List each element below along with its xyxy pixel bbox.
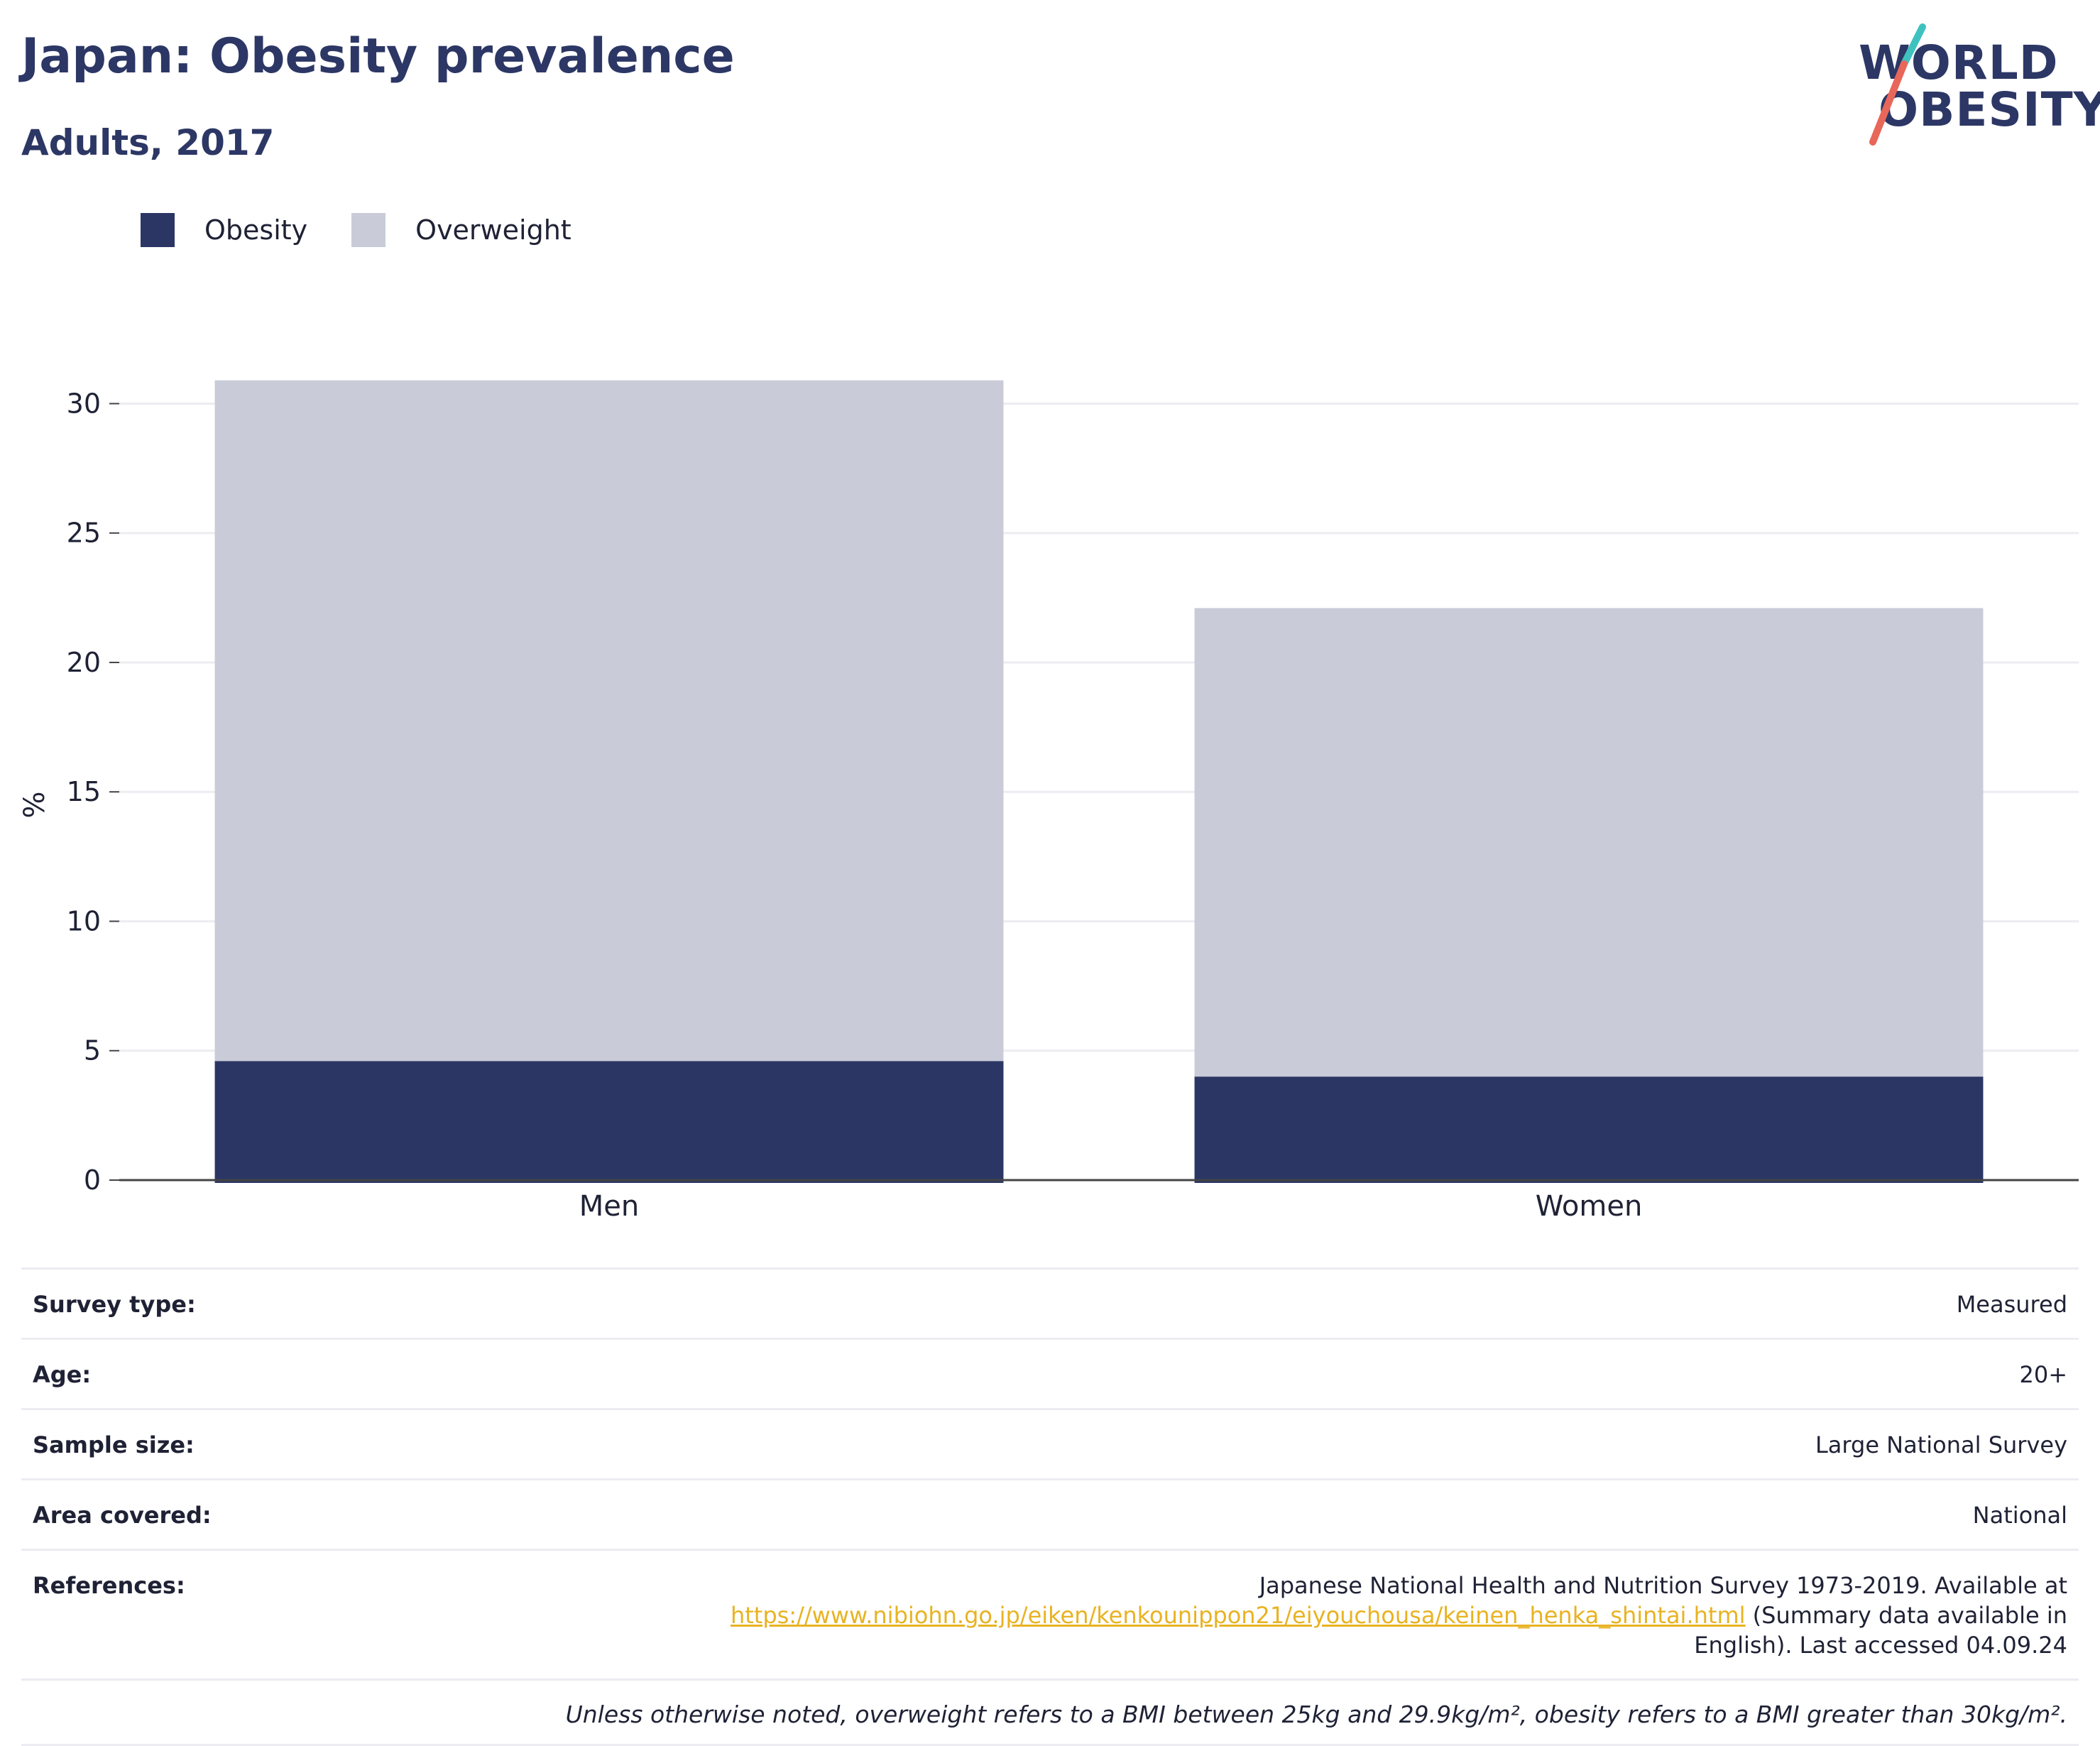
y-axis-label: % [18,791,51,818]
legend-swatch-overweight [351,213,386,247]
y-tick-label: 5 [84,1035,101,1066]
info-value: Measured [1956,1291,2067,1318]
y-tick-label: 30 [67,388,101,419]
info-label: References: [33,1572,185,1599]
y-tick-label: 10 [67,905,101,937]
legend-label-obesity: Obesity [204,214,308,246]
info-row-survey-type: Survey type: Measured [21,1270,2079,1340]
bmi-definition-note: Unless otherwise noted, overweight refer… [21,1681,2079,1746]
bar-chart: 0 5 10 15 20 25 30% Men Women [18,380,2079,1223]
bar-obesity-women [1194,1076,1984,1183]
legend-label-overweight: Overweight [415,214,572,246]
chart-legend: Obesity Overweight [141,210,616,250]
logo-line-1: WORLD [1859,36,2059,90]
references-link[interactable]: https://www.nibiohn.go.jp/eiken/kenkouni… [730,1602,1746,1629]
legend-item-obesity: Obesity [141,213,307,247]
info-value: 20+ [2019,1361,2067,1388]
logo-line-2: OBESITY [1878,82,2100,137]
info-row-age: Age: 20+ [21,1340,2079,1410]
world-obesity-logo: WORLD OBESITY [1846,21,2100,149]
info-row-area-covered: Area covered: National [21,1480,2079,1551]
logo-slash-icon [1869,23,1926,146]
y-tick-label: 25 [67,518,101,549]
info-value: National [1972,1502,2067,1529]
legend-item-overweight: Overweight [351,213,572,247]
y-tick-label: 15 [67,776,101,807]
legend-swatch-obesity [141,213,175,247]
bar-overweight-women [1194,608,1984,1077]
chart-title: Japan: Obesity prevalence [21,28,735,84]
references-value: Japanese National Health and Nutrition S… [647,1571,2067,1660]
info-label: Survey type: [33,1291,196,1318]
info-label: Age: [33,1361,92,1388]
bar-obesity-men [214,1061,1004,1183]
x-tick-label: Men [579,1190,639,1223]
references-text: Japanese National Health and Nutrition S… [1259,1572,2067,1599]
y-tick-label: 0 [84,1164,101,1196]
info-label: Area covered: [33,1502,212,1529]
references-text-after: (Summary data available in English). Las… [1694,1602,2067,1659]
chart-subtitle: Adults, 2017 [21,122,275,163]
info-row-sample-size: Sample size: Large National Survey [21,1410,2079,1480]
info-value: Large National Survey [1815,1431,2067,1458]
y-tick-label: 20 [67,647,101,678]
bar-overweight-men [214,380,1004,1062]
x-tick-label: Women [1536,1190,1643,1223]
info-label: Sample size: [33,1431,195,1458]
info-row-references: References: Japanese National Health and… [21,1551,2079,1681]
survey-info-table: Survey type: Measured Age: 20+ Sample si… [21,1267,2079,1746]
